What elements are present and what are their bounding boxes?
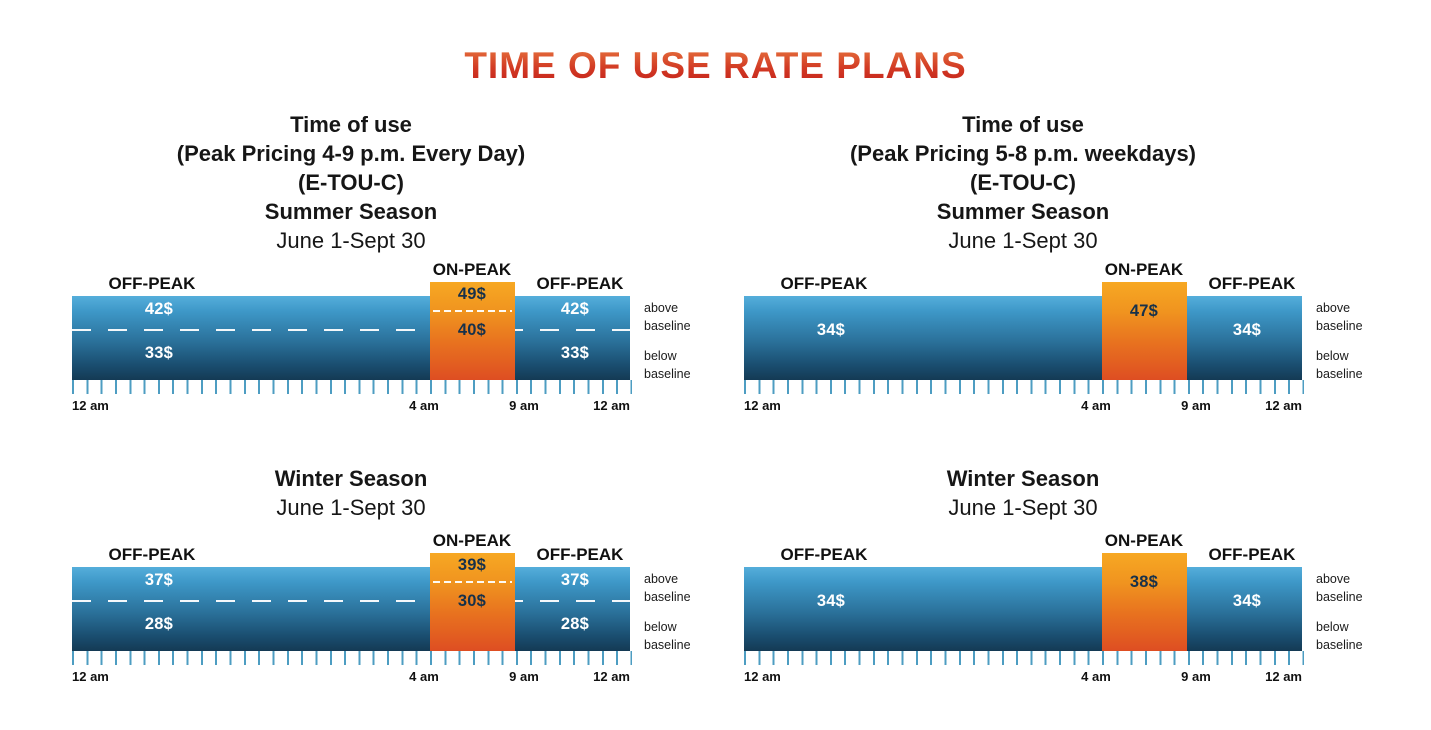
axis-tick-label: 4 am <box>409 669 439 684</box>
chart-title-line: Winter Season <box>274 466 428 491</box>
offpeak-right-label: OFF-PEAK <box>536 545 624 564</box>
rate-plot: OFF-PEAK ON-PEAK OFF-PEAK 34$ 34$ 47$ 12… <box>744 258 1414 423</box>
chart-title-line: (Peak Pricing 5-8 p.m. weekdays) <box>849 141 1197 166</box>
rate-plot: OFF-PEAK ON-PEAK OFF-PEAK 34$ 34$ 38$ 12… <box>744 529 1414 694</box>
onpeak-label: ON-PEAK <box>432 260 512 279</box>
chart-title-line: Summer Season <box>264 199 438 224</box>
axis-tick-label: 12 am <box>72 398 109 413</box>
axis-tick-label: 9 am <box>509 398 539 413</box>
rate-value: 28$ <box>144 615 174 633</box>
baseline-dashed-line <box>72 600 630 602</box>
axis-tick-label: 4 am <box>1081 398 1111 413</box>
rate-value: 49$ <box>457 285 487 303</box>
axis-tick-label: 9 am <box>509 669 539 684</box>
rate-value: 33$ <box>144 344 174 362</box>
offpeak-right-label: OFF-PEAK <box>536 274 624 293</box>
hour-ticks <box>744 651 1304 665</box>
chart-title-date: June 1-Sept 30 <box>276 495 426 520</box>
chart-title-date: June 1-Sept 30 <box>948 228 1098 253</box>
chart-title-line: (Peak Pricing 4-9 p.m. Every Day) <box>176 141 526 166</box>
chart-title-line: Summer Season <box>936 199 1110 224</box>
rate-value: 33$ <box>560 344 590 362</box>
below-baseline-label: below baseline <box>644 620 691 652</box>
rate-value: 34$ <box>1232 321 1262 339</box>
on-peak-segment: 49$ 40$ <box>430 282 515 380</box>
on-peak-segment: 38$ <box>1102 553 1187 651</box>
axis-tick-label: 9 am <box>1181 669 1211 684</box>
chart-title: Winter Season June 1-Sept 30 <box>744 464 1302 522</box>
offpeak-bar: 34$ 34$ <box>744 567 1302 651</box>
rate-value: 40$ <box>457 321 487 339</box>
offpeak-right-label: OFF-PEAK <box>1208 274 1296 293</box>
hour-ticks <box>72 651 632 665</box>
above-baseline-label: above baseline <box>644 572 691 604</box>
above-baseline-label: above baseline <box>644 301 691 333</box>
above-baseline-label: above baseline <box>1316 301 1363 333</box>
chart-title-date: June 1-Sept 30 <box>948 495 1098 520</box>
offpeak-left-label: OFF-PEAK <box>780 545 868 564</box>
rate-value: 47$ <box>1129 302 1159 320</box>
chart-title-line: Time of use <box>290 112 412 137</box>
axis-tick-label: 12 am <box>1265 398 1302 413</box>
onpeak-label: ON-PEAK <box>1104 531 1184 550</box>
rate-value: 34$ <box>816 321 846 339</box>
axis-tick-label: 12 am <box>72 669 109 684</box>
chart-title-line: (E-TOU-C) <box>970 170 1076 195</box>
above-baseline-label: above baseline <box>1316 572 1363 604</box>
onpeak-label: ON-PEAK <box>432 531 512 550</box>
on-peak-segment: 39$ 30$ <box>430 553 515 651</box>
rate-value: 42$ <box>144 300 174 318</box>
hour-ticks <box>72 380 632 394</box>
axis-tick-label: 12 am <box>593 669 630 684</box>
axis-tick-label: 12 am <box>1265 669 1302 684</box>
chart-title-line: (E-TOU-C) <box>298 170 404 195</box>
hour-ticks <box>744 380 1304 394</box>
offpeak-left-label: OFF-PEAK <box>108 545 196 564</box>
below-baseline-label: below baseline <box>644 349 691 381</box>
rate-value: 30$ <box>457 592 487 610</box>
chart-title-date: June 1-Sept 30 <box>276 228 426 253</box>
chart-title-line: Time of use <box>962 112 1084 137</box>
axis-tick-label: 12 am <box>744 398 781 413</box>
offpeak-bar: 34$ 34$ <box>744 296 1302 380</box>
offpeak-right-label: OFF-PEAK <box>1208 545 1296 564</box>
onpeak-label: ON-PEAK <box>1104 260 1184 279</box>
axis-tick-label: 4 am <box>409 398 439 413</box>
rate-value: 34$ <box>1232 592 1262 610</box>
below-baseline-label: below baseline <box>1316 349 1363 381</box>
rate-value: 42$ <box>560 300 590 318</box>
rate-value: 37$ <box>144 571 174 589</box>
peak-baseline-dashed-line <box>433 581 512 583</box>
rate-value: 28$ <box>560 615 590 633</box>
rate-value: 34$ <box>816 592 846 610</box>
offpeak-bar: 37$ 28$ 37$ 28$ <box>72 567 630 651</box>
rate-plot: OFF-PEAK ON-PEAK OFF-PEAK 42$ 33$ 42$ 33… <box>72 258 742 423</box>
axis-tick-label: 4 am <box>1081 669 1111 684</box>
peak-baseline-dashed-line <box>433 310 512 312</box>
axis-tick-label: 12 am <box>744 669 781 684</box>
rate-value: 38$ <box>1129 573 1159 591</box>
on-peak-segment: 47$ <box>1102 282 1187 380</box>
offpeak-bar: 42$ 33$ 42$ 33$ <box>72 296 630 380</box>
baseline-dashed-line <box>72 329 630 331</box>
rate-plot: OFF-PEAK ON-PEAK OFF-PEAK 37$ 28$ 37$ 28… <box>72 529 742 694</box>
chart-title: Time of use (Peak Pricing 4-9 p.m. Every… <box>72 110 630 255</box>
offpeak-left-label: OFF-PEAK <box>780 274 868 293</box>
rate-value: 39$ <box>457 556 487 574</box>
axis-tick-label: 12 am <box>593 398 630 413</box>
page-title: TIME OF USE RATE PLANS <box>0 45 1431 87</box>
axis-tick-label: 9 am <box>1181 398 1211 413</box>
rate-value: 37$ <box>560 571 590 589</box>
offpeak-left-label: OFF-PEAK <box>108 274 196 293</box>
below-baseline-label: below baseline <box>1316 620 1363 652</box>
chart-title: Winter Season June 1-Sept 30 <box>72 464 630 522</box>
chart-title-line: Winter Season <box>946 466 1100 491</box>
chart-title: Time of use (Peak Pricing 5-8 p.m. weekd… <box>744 110 1302 255</box>
